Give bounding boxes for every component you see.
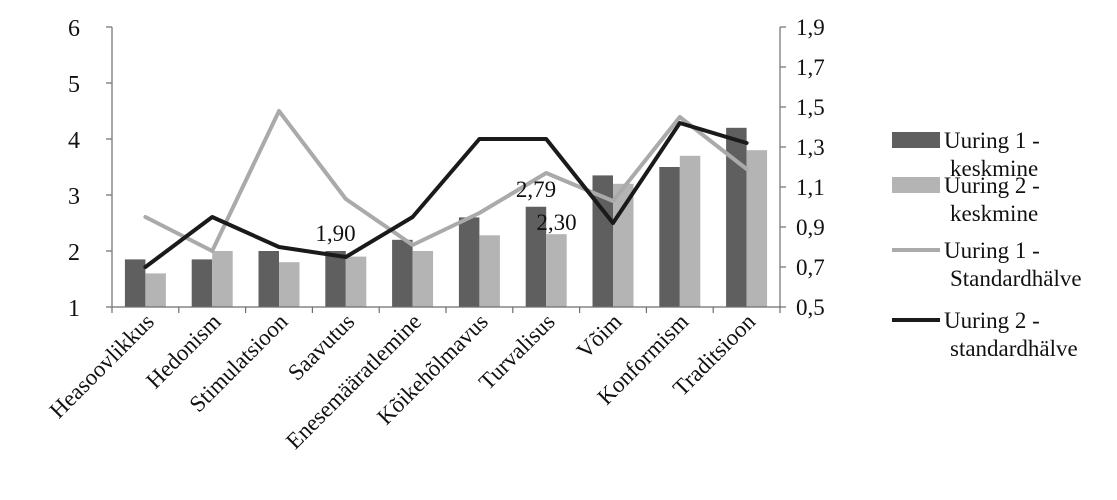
bar-s2-6 — [546, 234, 567, 307]
bar-s1-1 — [191, 259, 213, 307]
category-label: Heasoovlikkus — [45, 309, 159, 423]
bar-s2-7 — [613, 183, 634, 307]
bar-s2-9 — [746, 150, 768, 307]
right-tick-label: 1,5 — [796, 95, 825, 120]
left-tick-label: 5 — [68, 72, 80, 98]
bar-s2-2 — [279, 262, 300, 307]
labels-layer: 1,90 2,79 2,30 — [315, 177, 576, 246]
legend-label: Uuring 2 -keskmine — [944, 173, 1040, 226]
bar-s2-4 — [412, 251, 434, 307]
series-line-1 — [143, 109, 749, 253]
bar-s1-8 — [659, 167, 680, 307]
bar-s2-1 — [212, 251, 233, 307]
right-tick-label: 1,3 — [796, 135, 825, 160]
bar-s1-3 — [325, 251, 346, 307]
right-tick-label: 0,7 — [796, 255, 825, 280]
bars-layer — [124, 127, 768, 307]
right-tick-label: 0,5 — [796, 295, 825, 320]
data-label: 1,90 — [315, 221, 355, 246]
bar-s1-4 — [392, 239, 413, 307]
bar-s1-2 — [258, 251, 279, 307]
series-line-2 — [143, 121, 749, 269]
legend-label: Uuring 2 -standardhälve — [944, 308, 1078, 361]
right-tick-label: 0,9 — [796, 215, 825, 240]
data-label: 2,30 — [536, 210, 576, 235]
lines-layer — [143, 109, 749, 269]
left-tick-label: 2 — [68, 240, 80, 266]
bar-s2-5 — [479, 235, 500, 307]
right-tick-label: 1,7 — [796, 55, 825, 80]
legend-label: Uuring 1 -keskmine — [944, 128, 1040, 181]
data-label: 2,79 — [516, 177, 556, 202]
right-tick-label: 1,9 — [796, 15, 825, 40]
bar-s2-8 — [679, 155, 701, 307]
left-tick-label: 3 — [68, 184, 80, 210]
category-label: Võim — [572, 309, 627, 364]
bar-s2-0 — [145, 273, 166, 307]
legend-label: Uuring 1 -Standardhälve — [944, 238, 1082, 291]
bar-s1-7 — [592, 175, 613, 307]
right-tick-label: 1,1 — [796, 175, 825, 200]
bar-s2-3 — [345, 256, 367, 307]
bar-s1-9 — [726, 127, 747, 307]
left-tick-label: 1 — [68, 296, 80, 322]
bar-s1-5 — [458, 217, 480, 307]
bar-s1-0 — [124, 259, 146, 307]
left-tick-label: 6 — [68, 16, 80, 42]
bar-s1-6 — [525, 206, 547, 307]
left-tick-label: 4 — [68, 128, 80, 154]
legend-swatch — [892, 177, 940, 193]
legend-swatch — [892, 132, 940, 148]
